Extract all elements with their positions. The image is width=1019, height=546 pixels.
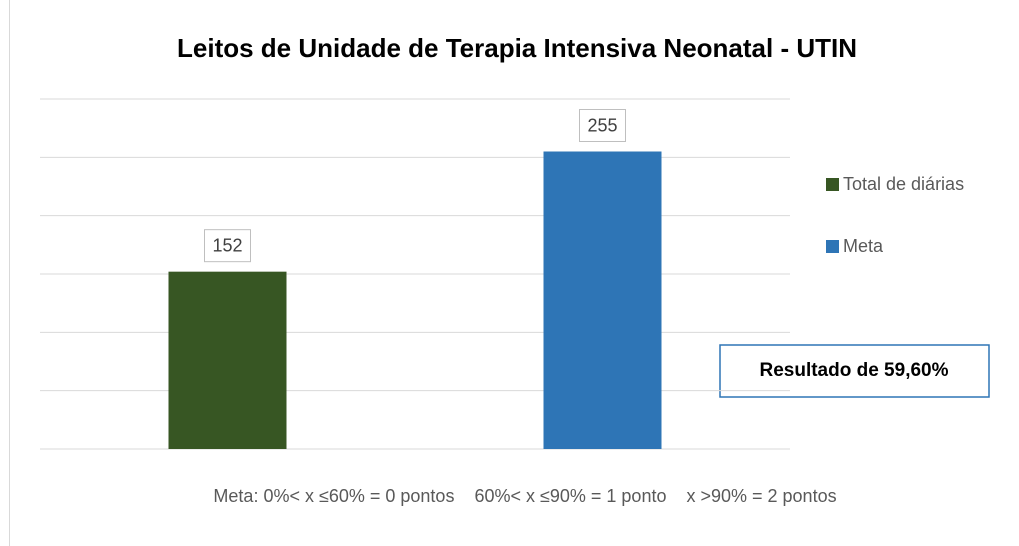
legend-swatch: [826, 240, 839, 253]
data-label: 152: [212, 235, 242, 255]
chart-title: Leitos de Unidade de Terapia Intensiva N…: [177, 33, 857, 63]
annotation-box: [719, 344, 990, 398]
legend-label: Meta: [843, 236, 884, 256]
bar: [543, 151, 662, 449]
data-label-box: [204, 229, 251, 263]
data-label: 255: [587, 115, 617, 135]
bar: [168, 271, 287, 449]
legend-label: Total de diárias: [843, 174, 964, 194]
footnote: Meta: 0%< x ≤60% = 0 pontos 60%< x ≤90% …: [213, 486, 837, 506]
chart-frame: [9, 0, 10, 546]
data-label-box: [579, 109, 626, 142]
annotation: Resultado de 59,60%: [759, 360, 948, 381]
legend-swatch: [826, 178, 839, 191]
